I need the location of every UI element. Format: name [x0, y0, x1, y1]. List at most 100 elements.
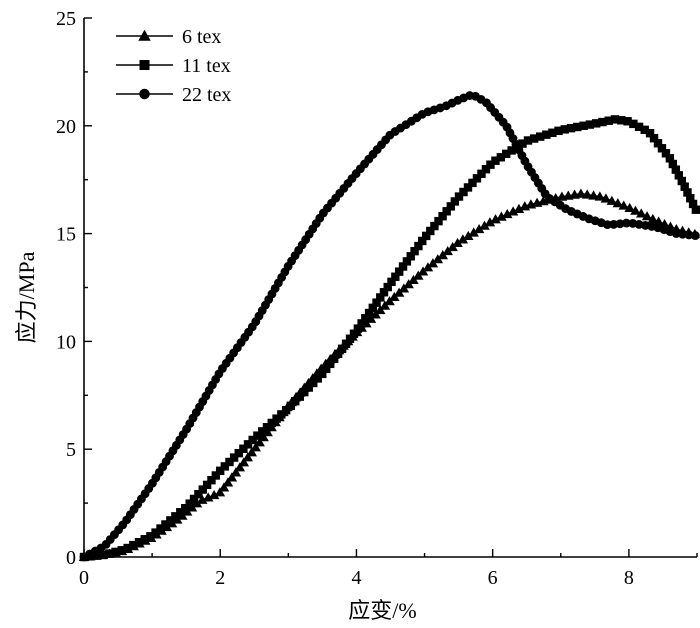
series-marker: [257, 427, 267, 436]
series-marker: [272, 414, 281, 423]
series-marker: [267, 418, 276, 428]
series-marker: [624, 202, 635, 213]
series-marker: [171, 512, 180, 521]
series-marker: [621, 218, 631, 228]
series-marker: [313, 374, 322, 383]
series-marker: [688, 199, 698, 209]
series-marker: [357, 319, 366, 328]
series-marker: [218, 482, 230, 492]
series-marker: [653, 139, 663, 148]
x-tick-label: 8: [624, 567, 634, 589]
series-marker: [579, 121, 588, 130]
series-marker: [202, 492, 214, 502]
series-marker: [364, 308, 374, 318]
series-marker: [430, 221, 439, 231]
series-marker: [691, 205, 700, 214]
y-axis-title: 应力/MPa: [14, 251, 39, 343]
series-marker: [185, 499, 194, 508]
series-marker: [220, 462, 230, 471]
series-marker: [341, 339, 351, 348]
series-marker: [674, 171, 684, 180]
series-marker: [618, 200, 630, 210]
series-marker: [518, 139, 527, 148]
series-marker: [591, 119, 601, 128]
series-marker: [507, 206, 519, 216]
series-marker: [304, 383, 313, 392]
series-marker: [529, 134, 539, 143]
series-marker: [640, 125, 649, 135]
series-marker: [239, 444, 248, 453]
series-marker: [615, 219, 625, 229]
x-tick-label: 6: [488, 567, 498, 589]
series-marker: [686, 194, 695, 203]
series-marker: [610, 115, 620, 124]
series-marker: [683, 188, 692, 197]
series-marker: [410, 246, 419, 256]
series-22-tex: [79, 91, 700, 562]
series-11-tex: [79, 115, 700, 562]
series-marker: [398, 262, 408, 271]
series-marker: [634, 122, 644, 132]
series-marker: [665, 154, 675, 163]
series-marker: [300, 387, 309, 397]
series-marker: [484, 217, 496, 227]
series-marker: [426, 226, 435, 236]
series-marker: [105, 549, 114, 558]
series-marker: [254, 437, 265, 447]
series-marker: [479, 220, 490, 230]
x-tick-label: 0: [79, 567, 89, 589]
series-marker: [418, 236, 427, 246]
series-marker: [649, 134, 659, 143]
legend-marker: [139, 60, 150, 70]
series-marker: [457, 234, 469, 244]
series-marker: [318, 369, 327, 379]
series-marker: [573, 122, 582, 132]
series-marker: [468, 178, 477, 188]
series-marker: [496, 153, 506, 162]
series-marker: [242, 452, 254, 462]
series-marker: [207, 475, 216, 485]
series-marker: [490, 214, 501, 224]
series-marker: [671, 165, 681, 174]
series-marker: [134, 537, 144, 547]
series-marker: [636, 208, 647, 218]
series-marker: [684, 230, 694, 240]
series-marker: [215, 466, 225, 475]
series-marker: [140, 535, 149, 544]
legend-label: 6 tex: [182, 26, 221, 48]
series-marker: [111, 547, 120, 557]
series-marker: [501, 208, 513, 219]
series-marker: [690, 231, 700, 240]
legend: 6 tex 11 tex 22 tex: [116, 26, 231, 106]
series-marker: [194, 490, 203, 499]
series-marker: [196, 494, 208, 504]
series-marker: [668, 159, 678, 169]
series-marker: [181, 503, 190, 513]
series-marker: [459, 187, 468, 197]
series-marker: [329, 354, 339, 364]
series-marker: [234, 448, 243, 458]
series-marker: [612, 198, 624, 208]
x-axis-title: 应变/%: [348, 598, 416, 623]
y-tick-label: 10: [56, 331, 76, 353]
y-tick-label: 25: [56, 8, 76, 30]
axes-layer: 0 2 4 6 8 0 5 10 15 20 25: [56, 8, 698, 589]
series-marker: [446, 202, 455, 211]
series-marker: [554, 126, 563, 136]
series-marker: [333, 349, 343, 359]
series-marker: [560, 125, 569, 134]
series-marker: [166, 516, 175, 525]
series-marker: [222, 477, 234, 487]
series-marker: [214, 487, 226, 497]
series-marker: [225, 457, 234, 467]
series-marker: [286, 401, 295, 410]
legend-item: 22 tex: [116, 84, 231, 106]
series-marker: [372, 298, 381, 307]
series-marker: [623, 117, 632, 126]
series-marker: [468, 227, 479, 237]
series-marker: [146, 532, 155, 541]
series-marker: [353, 324, 363, 333]
series-marker: [491, 156, 500, 165]
series-marker: [588, 190, 599, 200]
